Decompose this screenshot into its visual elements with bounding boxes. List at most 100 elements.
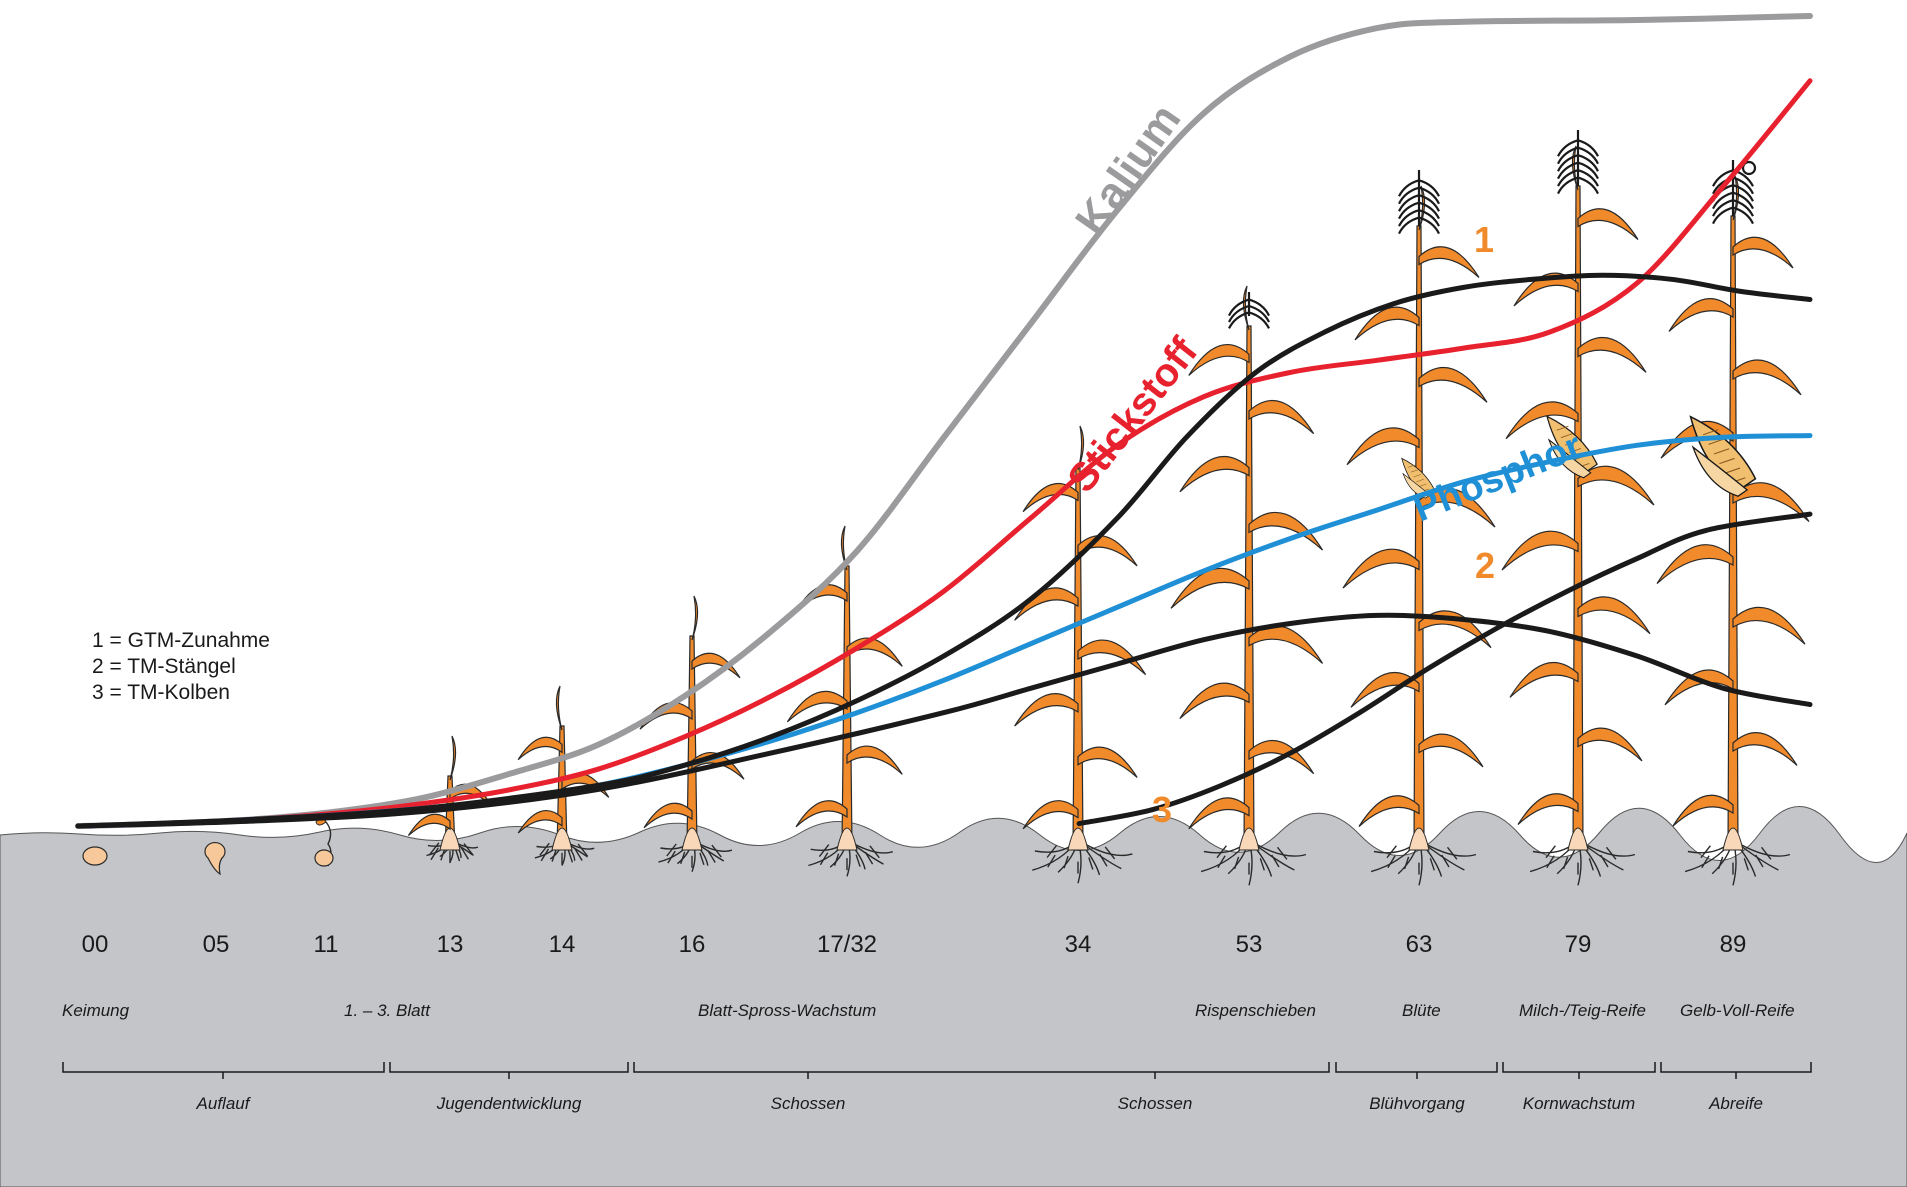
leaf	[1501, 530, 1579, 571]
maize-plant-icon	[204, 841, 226, 876]
stage-code: 63	[1406, 931, 1433, 958]
bracket-abreife	[1660, 1062, 1812, 1079]
leaf	[1014, 693, 1079, 727]
stage-label-upper: 1. – 3. Blatt	[344, 1001, 431, 1020]
tassel-icon	[1398, 170, 1440, 235]
leaf	[846, 745, 903, 775]
curves-layer	[75, 13, 1813, 829]
legend-entry: 3 = TM-Kolben	[92, 681, 230, 704]
series-label-stickstoff: Stickstoff	[1059, 329, 1206, 500]
stage-code: 16	[679, 931, 706, 958]
leaf	[786, 690, 848, 723]
curve-marker-2: 2	[1475, 545, 1495, 586]
stage-code: 05	[203, 931, 230, 958]
series-line-3-tm-kolben	[1076, 511, 1813, 827]
seed-icon	[204, 841, 226, 876]
leaf	[1179, 682, 1250, 719]
leaf	[1170, 567, 1250, 609]
leaf	[1577, 337, 1647, 373]
stage-code: 13	[437, 931, 464, 958]
leaf	[1509, 662, 1579, 698]
leaf	[1517, 793, 1579, 825]
leaf	[1418, 610, 1492, 649]
series-labels-layer: Kalium Stickstoff Phosphor	[1059, 95, 1588, 530]
leaf	[1577, 465, 1655, 506]
leaf	[1350, 672, 1420, 708]
series-label-kalium: Kalium	[1066, 95, 1190, 243]
stage-code: 00	[82, 931, 109, 958]
curve-marker-3: 3	[1152, 789, 1172, 830]
leaf	[1354, 306, 1420, 341]
leaf	[691, 652, 741, 679]
leaf	[846, 637, 903, 667]
stage-label-upper: Blatt-Spross-Wachstum	[698, 1001, 876, 1020]
leaf	[1248, 740, 1315, 775]
maize-plant-icon	[1014, 425, 1147, 884]
leaf	[407, 813, 451, 837]
curve-marker-1: 1	[1474, 219, 1494, 260]
seed-icon	[82, 846, 108, 866]
plants-layer	[82, 130, 1810, 886]
bracket-bluehvorgang	[1335, 1062, 1498, 1079]
maize-plant-icon	[1501, 130, 1655, 886]
series-line-1-gtm-zunahme	[75, 272, 1813, 829]
tassel-icon	[1557, 130, 1599, 195]
maize-plant-icon	[82, 846, 108, 866]
cob-icon	[1689, 415, 1757, 497]
stage-label-lower: Jugendentwicklung	[436, 1094, 582, 1113]
leaf	[1077, 746, 1138, 778]
leaf	[1577, 208, 1639, 240]
leaf	[1418, 733, 1484, 768]
leaf	[1577, 596, 1651, 635]
leaf	[1656, 544, 1734, 585]
stage-label-upper: Rispenschieben	[1195, 1001, 1316, 1020]
stage-label-lower: Abreife	[1708, 1094, 1763, 1113]
soil-ground	[0, 806, 1907, 1187]
leaf	[1577, 727, 1643, 762]
leaf	[1248, 625, 1324, 664]
leaf	[517, 809, 563, 834]
stage-label-lower: Kornwachstum	[1523, 1094, 1635, 1113]
leaf	[795, 800, 848, 828]
leaf	[1732, 359, 1802, 396]
leaf	[1248, 400, 1315, 435]
stage-label-upper: Blüte	[1402, 1001, 1441, 1020]
leaf	[1732, 236, 1794, 269]
leaf	[1014, 587, 1079, 621]
leaf	[1188, 797, 1250, 830]
stage-code: 53	[1236, 931, 1263, 958]
leaf	[1513, 272, 1579, 307]
tassel-icon	[1228, 292, 1270, 329]
legend: 1 = GTM-Zunahme 2 = TM-Stängel 3 = TM-Ko…	[92, 629, 270, 704]
lower-stage-labels: Auflauf Jugendentwicklung Schossen Schos…	[196, 1094, 1763, 1113]
leaf	[1418, 246, 1480, 278]
series-line-stickstoff	[75, 78, 1813, 829]
upper-stage-labels: Keimung 1. – 3. Blatt Blatt-Spross-Wachs…	[62, 1001, 1795, 1020]
stage-label-lower: Blühvorgang	[1369, 1094, 1465, 1113]
stage-label-lower: Schossen	[771, 1094, 846, 1113]
leaf	[1077, 639, 1147, 676]
stage-label-upper: Gelb-Voll-Reife	[1680, 1001, 1795, 1020]
bracket-kornwachstum	[1502, 1062, 1656, 1079]
leaf	[1672, 794, 1734, 827]
stage-label-upper: Keimung	[62, 1001, 130, 1020]
stage-code: 14	[549, 931, 576, 958]
stage-code: 79	[1565, 931, 1592, 958]
stage-code: 34	[1065, 931, 1092, 958]
seed-icon	[314, 849, 334, 867]
series-line-2-tm-st-ngel	[75, 612, 1813, 829]
stage-code: 11	[314, 931, 339, 958]
series-label-phosphor: Phosphor	[1408, 425, 1588, 530]
leaf	[1668, 298, 1734, 332]
legend-entry: 2 = TM-Stängel	[92, 655, 236, 678]
stage-brackets	[62, 1062, 1812, 1079]
leaf	[1358, 795, 1420, 827]
leaf	[643, 802, 693, 829]
stage-code: 17/32	[817, 931, 877, 958]
maize-plant-icon	[314, 817, 334, 867]
bracket-auflauf	[62, 1062, 385, 1079]
stage-codes: 00 05 11 13 14 16 17/32 34 53 63 79 89	[82, 931, 1747, 958]
maize-plant-icon	[1170, 285, 1324, 886]
leaf	[1022, 800, 1079, 830]
